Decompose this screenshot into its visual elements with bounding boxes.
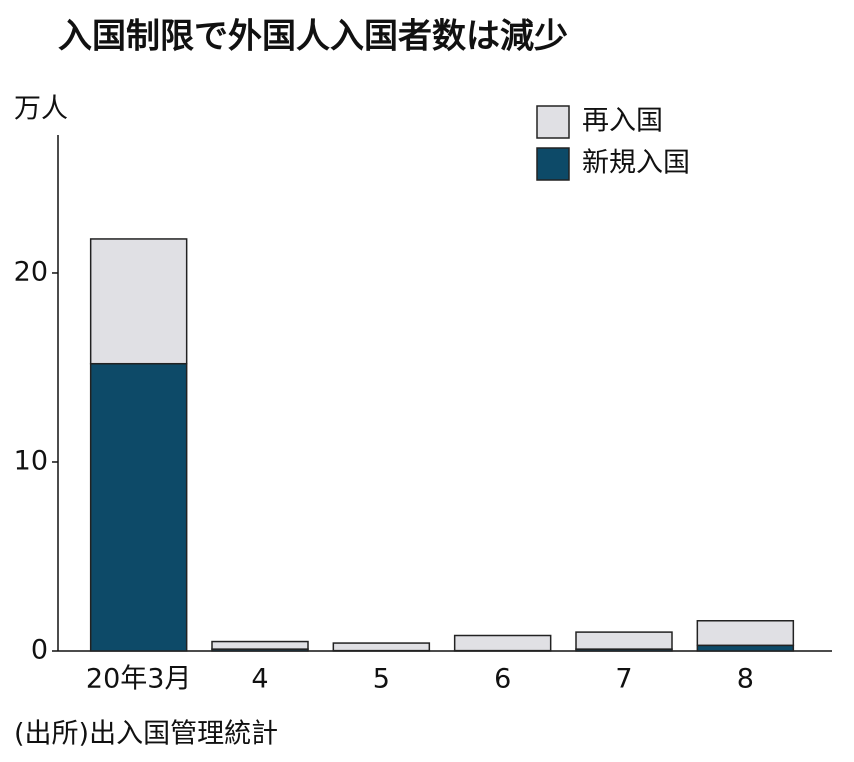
legend-swatch [536, 147, 570, 181]
bar-segment [89, 238, 188, 365]
bar-segment [89, 362, 188, 652]
bar-segment [696, 644, 795, 652]
x-tick-label: 6 [494, 664, 511, 695]
bar-segment [453, 634, 552, 652]
y-tick-label: 10 [14, 445, 48, 476]
bar-segment [332, 642, 431, 652]
x-tick-label: 20年3月 [86, 664, 192, 695]
bar-segment [696, 620, 795, 647]
x-tick-label: 7 [615, 664, 632, 695]
source: (出所)出入国管理統計 [14, 719, 278, 750]
bar-segment [575, 631, 673, 650]
legend-label: 新規入国 [582, 148, 690, 179]
x-tick-label: 8 [737, 664, 754, 695]
x-tick-label: 4 [251, 664, 268, 695]
legend-label: 再入国 [582, 106, 663, 137]
y-tick-label: 0 [31, 635, 48, 666]
legend-swatch [536, 105, 570, 139]
chart-title: 入国制限で外国人入国者数は減少 [58, 17, 568, 57]
y-tick-label: 20 [14, 256, 48, 287]
y-axis-label: 万人 [14, 94, 68, 125]
bar-segment [211, 640, 309, 650]
x-tick-label: 5 [373, 664, 390, 695]
